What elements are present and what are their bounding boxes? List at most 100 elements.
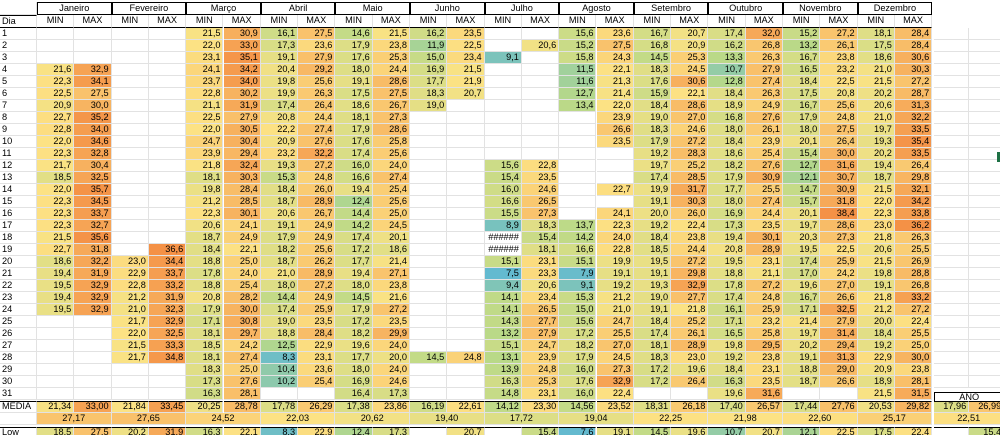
temp-cell[interactable]: 32,5 xyxy=(148,328,187,340)
temp-cell[interactable]: 19,0 xyxy=(633,292,672,304)
temp-cell[interactable]: 31,5 xyxy=(894,388,933,400)
low-cell[interactable]: 18,5 xyxy=(37,427,75,435)
temp-cell[interactable] xyxy=(447,112,485,124)
empty-cell[interactable] xyxy=(969,100,1000,112)
empty-cell[interactable] xyxy=(934,40,970,52)
temp-cell[interactable]: 31,9 xyxy=(148,292,187,304)
temp-cell[interactable]: 18,4 xyxy=(708,136,746,148)
temp-cell[interactable]: 22,0 xyxy=(37,184,75,196)
temp-cell[interactable] xyxy=(521,136,560,148)
empty-cell[interactable] xyxy=(934,100,970,112)
temp-cell[interactable] xyxy=(37,40,75,52)
min-header[interactable]: MIN xyxy=(484,15,522,28)
media-cell[interactable]: 29,82 xyxy=(894,401,933,413)
temp-cell[interactable]: 24,7 xyxy=(521,340,560,352)
temp-cell[interactable]: 22,2 xyxy=(260,124,299,136)
temp-cell[interactable]: 19,1 xyxy=(633,304,672,316)
temp-cell[interactable]: 24,7 xyxy=(596,316,634,328)
temp-cell[interactable]: 30,6 xyxy=(671,76,709,88)
empty-cell[interactable] xyxy=(969,160,1000,172)
temp-cell[interactable] xyxy=(521,52,560,64)
temp-cell[interactable]: 28,4 xyxy=(894,40,933,52)
empty-cell[interactable] xyxy=(969,172,1000,184)
temp-cell[interactable]: 33,2 xyxy=(148,280,187,292)
min-header[interactable]: MIN xyxy=(37,15,75,28)
temp-cell[interactable]: 30,0 xyxy=(820,148,858,160)
temp-cell[interactable] xyxy=(410,316,448,328)
temp-cell[interactable]: 16,3 xyxy=(708,376,746,388)
temp-cell[interactable]: 26,7 xyxy=(298,208,336,220)
temp-cell[interactable] xyxy=(111,28,149,40)
temp-cell[interactable] xyxy=(410,280,448,292)
max-header[interactable]: MAX xyxy=(820,15,858,28)
temp-cell[interactable] xyxy=(148,388,187,400)
temp-cell[interactable]: 29,8 xyxy=(671,268,709,280)
temp-cell[interactable]: 18,9 xyxy=(708,100,746,112)
media-cell[interactable]: 18,31 xyxy=(633,401,672,413)
temp-cell[interactable] xyxy=(596,172,634,184)
temp-cell[interactable]: 25,0 xyxy=(894,340,933,352)
temp-cell[interactable]: 24,2 xyxy=(820,268,858,280)
empty-cell[interactable] xyxy=(969,40,1000,52)
temp-cell[interactable] xyxy=(447,184,485,196)
temp-cell[interactable]: 18,0 xyxy=(335,280,373,292)
temp-cell[interactable]: 16,1 xyxy=(260,28,299,40)
empty-cell[interactable] xyxy=(934,280,970,292)
temp-cell[interactable]: 17,9 xyxy=(260,232,299,244)
temp-cell[interactable]: 20,9 xyxy=(671,40,709,52)
temp-cell[interactable]: 16,1 xyxy=(708,304,746,316)
temp-cell[interactable]: 24,5 xyxy=(596,352,634,364)
temp-cell[interactable]: 12,7 xyxy=(559,88,597,100)
empty-cell[interactable] xyxy=(969,220,1000,232)
temp-cell[interactable]: 14,5 xyxy=(633,52,672,64)
month-header[interactable]: Fevereiro xyxy=(111,2,187,15)
temp-cell[interactable]: 17,2 xyxy=(633,364,672,376)
temp-cell[interactable]: 17,5 xyxy=(335,88,373,100)
empty-cell[interactable] xyxy=(969,148,1000,160)
temp-cell[interactable]: 15,4 xyxy=(521,232,560,244)
temp-cell[interactable]: 21,8 xyxy=(671,304,709,316)
empty-cell[interactable] xyxy=(969,292,1000,304)
media-month-cell[interactable]: 24,52 xyxy=(186,413,261,425)
max-header[interactable]: MAX xyxy=(671,15,709,28)
temp-cell[interactable]: 24,9 xyxy=(298,220,336,232)
temp-cell[interactable]: 16,0 xyxy=(484,184,522,196)
temp-cell[interactable]: 30,9 xyxy=(223,28,261,40)
temp-cell[interactable]: 18,4 xyxy=(186,244,224,256)
temp-cell[interactable]: 22,3 xyxy=(37,208,75,220)
temp-cell[interactable]: 14,2 xyxy=(335,220,373,232)
media-cell[interactable]: 16,19 xyxy=(410,401,448,413)
temp-cell[interactable] xyxy=(596,148,634,160)
temp-cell[interactable]: 33,5 xyxy=(894,148,933,160)
temp-cell[interactable] xyxy=(148,52,187,64)
temp-cell[interactable]: 20,3 xyxy=(783,232,821,244)
empty-cell[interactable] xyxy=(969,304,1000,316)
temp-cell[interactable]: 20,9 xyxy=(37,100,75,112)
temp-cell[interactable]: 18,1 xyxy=(186,172,224,184)
temp-cell[interactable] xyxy=(447,244,485,256)
low-cell[interactable]: 22,1 xyxy=(223,427,261,435)
day-number[interactable]: 16 xyxy=(0,208,37,220)
temp-cell[interactable]: 23,6 xyxy=(298,364,336,376)
temp-cell[interactable]: 28,5 xyxy=(671,172,709,184)
empty-cell[interactable] xyxy=(934,208,970,220)
temp-cell[interactable]: 23,6 xyxy=(298,40,336,52)
temp-cell[interactable]: 21,1 xyxy=(186,100,224,112)
temp-cell[interactable]: 18,6 xyxy=(708,148,746,160)
temp-cell[interactable]: 22,3 xyxy=(37,76,75,88)
temp-cell[interactable]: 17,3 xyxy=(260,40,299,52)
temp-cell[interactable]: 17,3 xyxy=(372,388,410,400)
empty-cell[interactable] xyxy=(934,136,970,148)
temp-cell[interactable]: 23,0 xyxy=(111,256,149,268)
temp-cell[interactable]: 20,6 xyxy=(857,100,895,112)
temp-cell[interactable] xyxy=(37,364,75,376)
temp-cell[interactable]: 28,9 xyxy=(298,268,336,280)
temp-cell[interactable]: 34,2 xyxy=(894,196,933,208)
temp-cell[interactable]: 8,3 xyxy=(260,352,299,364)
dia-header[interactable]: Dia xyxy=(0,15,37,28)
temp-cell[interactable]: 17,7 xyxy=(335,256,373,268)
temp-cell[interactable] xyxy=(410,124,448,136)
temp-cell[interactable]: 20,7 xyxy=(447,88,485,100)
temp-cell[interactable] xyxy=(111,184,149,196)
temp-cell[interactable]: 30,8 xyxy=(223,316,261,328)
